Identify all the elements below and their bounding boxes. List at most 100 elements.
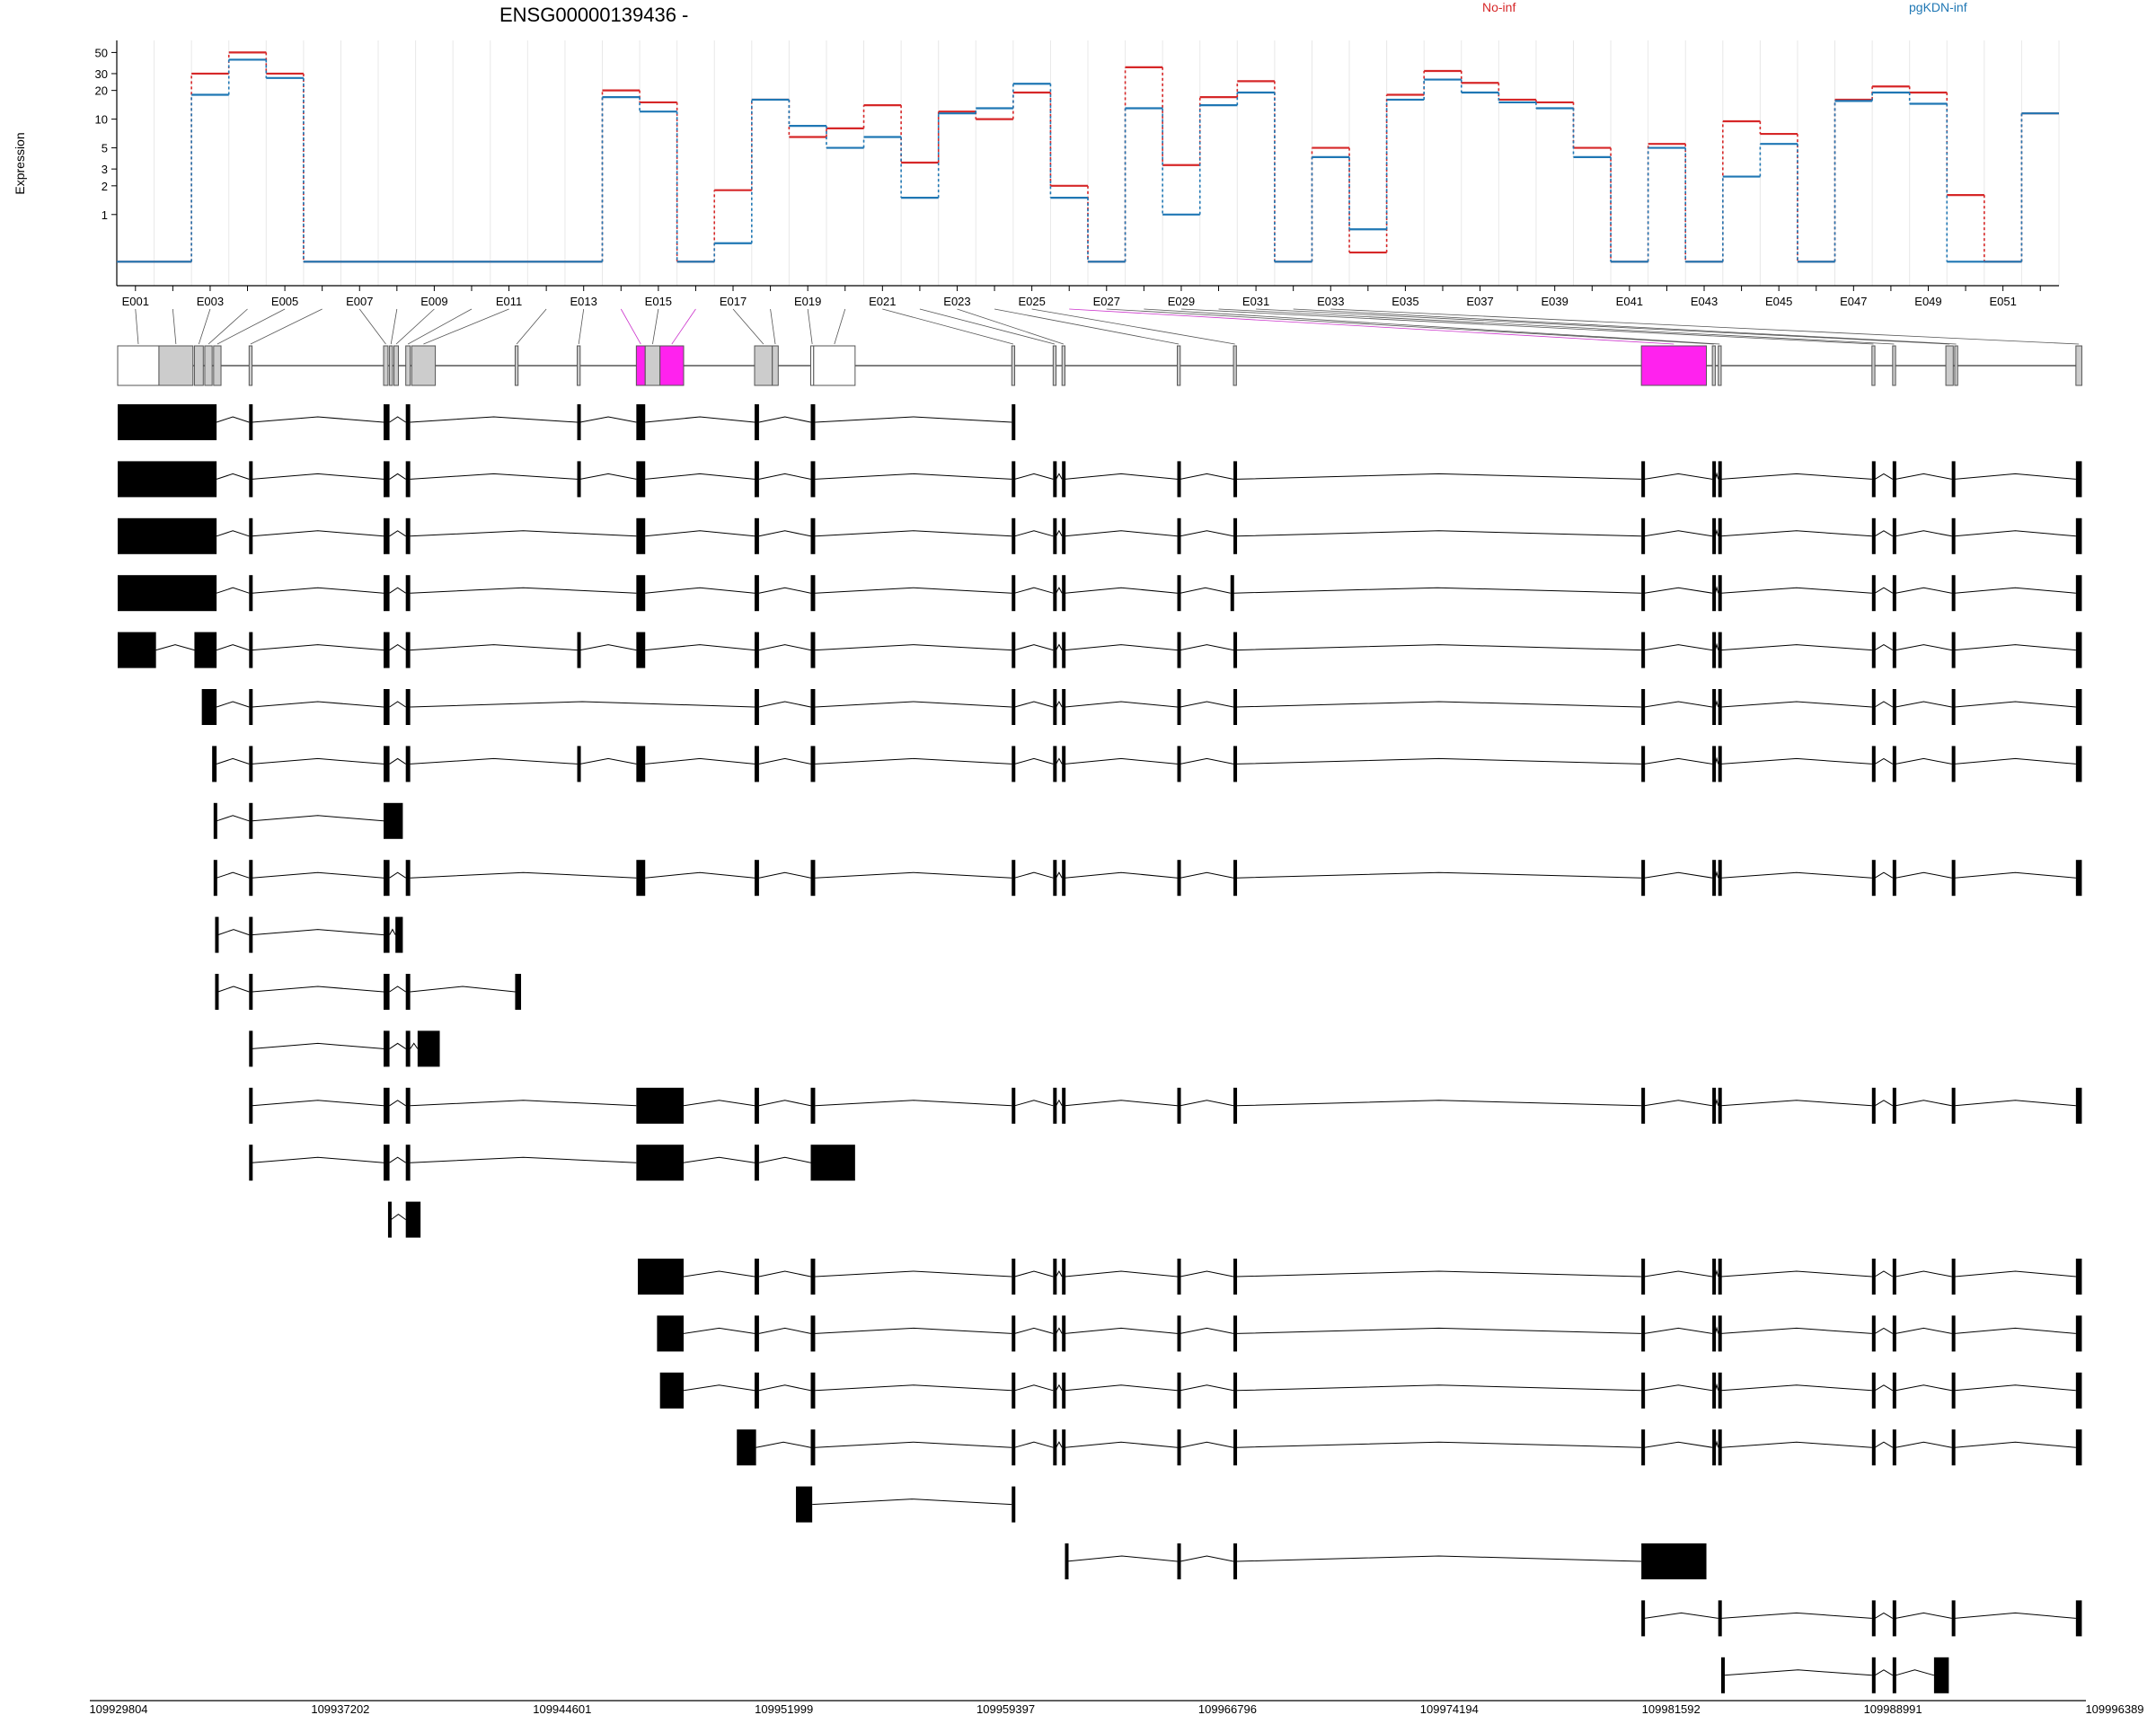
transcript-intron: [1236, 644, 1642, 651]
transcript-intron: [1056, 1099, 1063, 1107]
y-tick-label: 10: [95, 113, 108, 127]
transcript-exon: [384, 1087, 390, 1124]
gene-model-exon: [577, 345, 581, 386]
transcript-exon: [636, 1145, 685, 1181]
transcript-intron: [389, 587, 406, 594]
gene-model-exon: [1711, 345, 1716, 386]
transcript-intron: [1644, 1100, 1713, 1107]
transcript-intron: [1874, 1100, 1894, 1107]
transcript-exon: [636, 404, 646, 440]
transcript-exon: [810, 860, 816, 897]
transcript-exon: [2075, 461, 2082, 498]
transcript-exon: [384, 575, 390, 612]
transcript-intron: [155, 644, 195, 651]
transcript-exon: [249, 1030, 253, 1067]
x-tick-label: E005: [271, 295, 298, 308]
transcript-exon: [754, 1372, 759, 1409]
transcript-exon: [1718, 1087, 1722, 1124]
transcript-exon: [118, 404, 217, 440]
transcript-intron: [1056, 757, 1063, 765]
transcript-exon: [1871, 689, 1876, 725]
genomic-tick-label: 109974194: [1420, 1702, 1479, 1715]
transcript-exon: [577, 404, 581, 440]
transcript-exon: [1871, 1600, 1876, 1637]
x-tick-label: E003: [197, 295, 224, 308]
genomic-tick-label: 109944601: [533, 1702, 591, 1715]
gene-model-exon: [1892, 345, 1896, 386]
transcript-exon: [1718, 746, 1722, 782]
transcript-exon: [405, 404, 411, 440]
transcript-exon: [1641, 1315, 1646, 1352]
transcript-intron: [1895, 1270, 1952, 1277]
transcript-intron: [1180, 757, 1234, 765]
x-tick-label: E031: [1242, 295, 1269, 308]
transcript-exon: [215, 974, 219, 1010]
transcript-exon: [1233, 860, 1238, 897]
transcript-row: [1641, 1600, 2082, 1637]
gene-model-exon: [1061, 345, 1065, 386]
transcript-exon: [1871, 575, 1876, 612]
mapping-line: [834, 308, 846, 345]
transcript-intron: [252, 757, 384, 765]
transcript-exon: [1233, 461, 1238, 498]
transcript-row: [212, 746, 2082, 782]
transcript-exon: [213, 860, 217, 897]
transcript-intron: [1720, 530, 1872, 537]
transcript-intron: [1874, 644, 1894, 651]
transcript-exon: [1871, 517, 1876, 554]
transcript-intron: [1720, 587, 1872, 594]
transcript-intron: [217, 986, 250, 993]
mapping-line: [216, 308, 286, 345]
transcript-exon: [515, 974, 522, 1010]
transcript-exon: [636, 575, 646, 612]
y-tick-label: 3: [102, 163, 108, 176]
x-tick-label: E049: [1914, 295, 1941, 308]
transcript-intron: [252, 1156, 384, 1163]
transcript-exon: [1053, 1429, 1057, 1466]
gene-model-exon: [193, 345, 204, 386]
transcript-intron: [815, 530, 1012, 537]
transcript-exon: [1641, 1259, 1646, 1295]
transcript-row: [249, 1087, 2082, 1124]
x-tick-label: E047: [1840, 295, 1867, 308]
gene-model-exon: [1954, 345, 1958, 386]
transcript-intron: [1954, 530, 2076, 537]
exon-mapping-lines: [135, 308, 2080, 345]
transcript-exon: [249, 689, 253, 725]
transcript-exon: [1892, 1429, 1896, 1466]
gene-model-exon: [389, 345, 393, 386]
gene-model-exon: [1640, 345, 1708, 386]
transcript-exon: [384, 689, 390, 725]
transcript-intron: [1874, 1669, 1894, 1676]
transcript-exon: [1712, 1315, 1717, 1352]
transcript-exon: [638, 1259, 685, 1295]
mapping-line: [882, 308, 1014, 345]
genomic-axis: 109929804 109937202 109944601 109951999 1099…: [89, 1700, 2144, 1715]
transcript-exon: [249, 517, 253, 554]
mapping-line: [1256, 308, 1950, 345]
transcript-intron: [1180, 1270, 1234, 1277]
transcript-exon: [249, 461, 253, 498]
transcript-intron: [389, 1156, 406, 1163]
transcript-exon: [405, 860, 411, 897]
transcript-exon: [1871, 1259, 1876, 1295]
transcript-intron: [683, 1270, 755, 1277]
transcript-intron: [389, 871, 406, 879]
transcript-exon: [384, 974, 390, 1010]
transcript-intron: [1720, 1384, 1872, 1392]
transcript-intron: [1180, 871, 1234, 879]
transcript-intron: [1874, 1384, 1894, 1392]
transcript-exon: [1062, 1429, 1066, 1466]
transcript-intron: [1895, 701, 1952, 708]
transcript-exon: [1641, 1087, 1646, 1124]
mapping-line: [1031, 308, 1235, 345]
transcript-intron: [1895, 1612, 1952, 1619]
transcript-intron: [1644, 587, 1713, 594]
transcript-exon: [1012, 575, 1016, 612]
transcript-exon: [796, 1486, 813, 1523]
transcript-exon: [1177, 746, 1181, 782]
transcript-intron: [1236, 1555, 1642, 1562]
transcript-intron: [410, 986, 516, 993]
transcript-exon: [657, 1315, 685, 1352]
transcript-intron: [252, 701, 384, 708]
